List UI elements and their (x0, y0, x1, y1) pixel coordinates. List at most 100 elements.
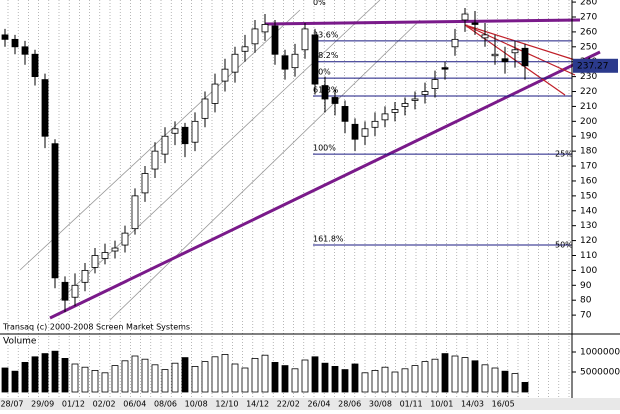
candle-body (271, 25, 279, 55)
y-tick-label: 260 (580, 27, 597, 37)
volume-bar (111, 365, 119, 393)
x-tick-label: 14/03 (461, 400, 484, 409)
volume-bar (271, 361, 279, 393)
fib-label: 50% (313, 68, 331, 77)
y-tick-label: 140 (580, 206, 597, 216)
volume-bar (291, 368, 299, 393)
candle-body (251, 28, 259, 45)
candle-body (461, 13, 469, 21)
y-tick-label: 220 (580, 87, 597, 97)
candle-body (201, 98, 209, 119)
channel-line (19, 9, 301, 271)
volume-bar (411, 365, 419, 393)
volume-bar (421, 361, 429, 393)
x-tick-label: 29/09 (31, 400, 54, 409)
x-tick-label: 08/06 (154, 400, 177, 409)
volume-bar (251, 357, 259, 393)
volume-bar (461, 357, 469, 393)
fib-label: 0% (313, 0, 326, 7)
candle-body (131, 195, 139, 230)
volume-bar (241, 367, 249, 393)
y-tick-label: 280 (580, 0, 597, 8)
extension-label: 50% (555, 241, 573, 250)
candle-body (501, 58, 509, 63)
x-tick-label: 01/11 (400, 400, 423, 409)
candle-body (21, 46, 29, 55)
volume-bar (441, 353, 449, 393)
volume-bar (211, 356, 219, 393)
fan-line (464, 24, 576, 61)
candle-body (161, 135, 169, 155)
volume-bar (131, 355, 139, 393)
candle-body (401, 103, 409, 107)
volume-bar (61, 357, 69, 393)
candle-body (481, 34, 489, 39)
volume-bar (511, 373, 519, 393)
y-tick-label: 160 (580, 176, 597, 186)
candle-body (301, 28, 309, 51)
price-tag-label: 237.27 (577, 61, 609, 71)
volume-bar (401, 368, 409, 393)
x-tick-label: 01/12 (62, 400, 85, 409)
y-axis: 70 80 90 100 110 120 130 140 150 160 170 180 190 200 2… (572, 0, 620, 378)
candle-body (281, 55, 289, 70)
candles (1, 8, 529, 313)
volume-bar (521, 381, 529, 393)
volume-bar (281, 365, 289, 393)
x-tick-label: 06/04 (123, 400, 146, 409)
candle-body (451, 38, 459, 48)
candle-body (291, 53, 299, 69)
candle-body (171, 128, 179, 134)
x-tick-label: 14/12 (246, 400, 269, 409)
volume-bar (381, 366, 389, 393)
candle-body (211, 83, 219, 104)
candle-body (141, 173, 149, 194)
candle-body (91, 255, 99, 268)
volume-bar (311, 356, 319, 393)
y-tick-label: 270 (580, 12, 597, 22)
volume-bar (361, 372, 369, 393)
y-tick-label: 200 (580, 117, 597, 127)
date-strip (0, 398, 620, 410)
volume-bar (371, 369, 379, 393)
volume-bar (161, 369, 169, 393)
candle-body (471, 22, 479, 25)
y-tick-label: 110 (580, 251, 597, 261)
x-tick-label: 10/08 (185, 400, 208, 409)
candle-body (111, 247, 119, 252)
candle-body (391, 109, 399, 113)
volume-bar (431, 358, 439, 393)
vertical-grid (7, 0, 570, 398)
volume-bar (301, 359, 309, 393)
x-tick-label: 16/05 (492, 400, 515, 409)
price-tag (573, 58, 618, 73)
candle-body (261, 24, 269, 33)
y-tick-label: 120 (580, 236, 597, 246)
volume-bar (71, 363, 79, 393)
extension-label: 25% (555, 150, 573, 159)
fib-label: 23.6% (313, 30, 339, 39)
x-tick-label: 30/08 (369, 400, 392, 409)
volume-bar (341, 369, 349, 393)
y-tick-label: 100 (580, 266, 597, 276)
volume-bar (171, 362, 179, 393)
candle-body (441, 67, 449, 70)
y-tick-label: 180 (580, 147, 597, 157)
volume-bar (331, 365, 339, 393)
volume-bar (321, 362, 329, 393)
channel-line (109, 19, 421, 321)
volume-bar (481, 364, 489, 393)
candle-body (491, 53, 499, 57)
candle-body (241, 46, 249, 52)
volume-bar (51, 350, 59, 393)
volume-bar (91, 369, 99, 393)
volume-bar (491, 367, 499, 393)
x-tick-label: 10/01 (430, 400, 453, 409)
candle-body (331, 97, 339, 104)
volume-bar (11, 370, 19, 393)
volume-bar (191, 365, 199, 393)
candle-body (191, 120, 199, 143)
candle-body (371, 120, 379, 128)
candle-body (31, 53, 39, 78)
